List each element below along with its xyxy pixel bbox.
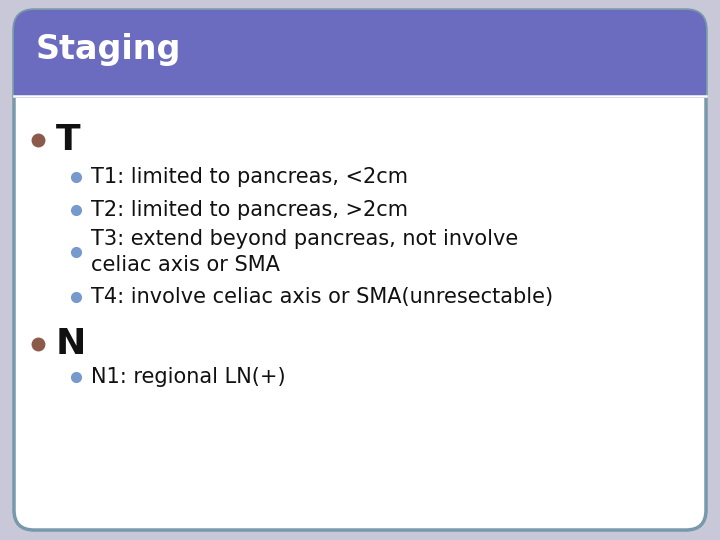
Text: T: T [56, 123, 81, 157]
Text: T4: involve celiac axis or SMA(unresectable): T4: involve celiac axis or SMA(unresecta… [91, 287, 553, 307]
FancyBboxPatch shape [14, 10, 706, 98]
Text: T1: limited to pancreas, <2cm: T1: limited to pancreas, <2cm [91, 167, 408, 187]
Text: N1: regional LN(+): N1: regional LN(+) [91, 367, 286, 387]
FancyBboxPatch shape [14, 10, 706, 530]
Text: Staging: Staging [36, 33, 181, 66]
Text: T3: extend beyond pancreas, not involve
celiac axis or SMA: T3: extend beyond pancreas, not involve … [91, 229, 518, 275]
Text: T2: limited to pancreas, >2cm: T2: limited to pancreas, >2cm [91, 200, 408, 220]
Bar [14, 54, 706, 98]
Text: N: N [56, 327, 86, 361]
